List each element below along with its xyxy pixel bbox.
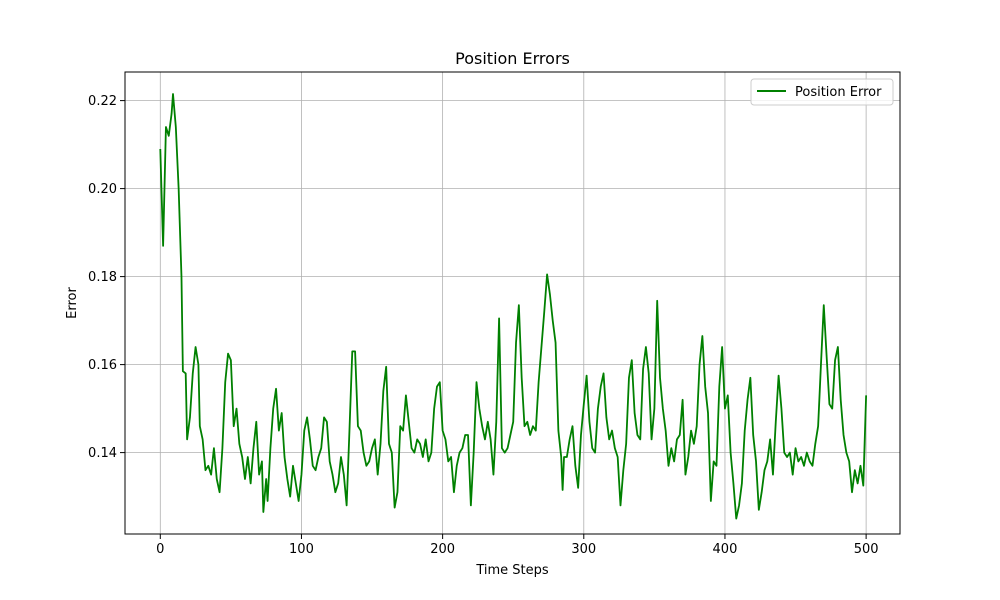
x-tick-label: 300 xyxy=(571,542,596,557)
x-tick-label: 400 xyxy=(713,542,738,557)
x-tick-label: 500 xyxy=(854,542,879,557)
legend-box xyxy=(750,78,894,106)
legend-label-position-error: Position Error xyxy=(795,85,882,100)
plot-lines xyxy=(159,93,868,520)
x-tick-label: 0 xyxy=(156,542,164,557)
series-line-position-error xyxy=(159,93,868,520)
y-axis-label: Error xyxy=(65,287,80,319)
x-tick-label: 100 xyxy=(289,542,314,557)
y-tick-label: 0.16 xyxy=(88,358,117,373)
y-tick-label: 0.22 xyxy=(88,94,117,109)
plot-area-frame xyxy=(124,71,901,535)
grid xyxy=(125,72,900,534)
y-tick-label: 0.14 xyxy=(88,446,117,461)
y-tick-label: 0.20 xyxy=(88,182,117,197)
x-tick-label: 200 xyxy=(430,542,455,557)
chart-title: Position Errors xyxy=(455,49,570,68)
axis-ticks: 0 100 200 300 400 500 0.14 0.16 0.18 0.20 0.22 xyxy=(88,94,878,557)
x-axis-label: Time Steps xyxy=(475,563,549,578)
legend: Position Error xyxy=(750,78,894,106)
y-tick-label: 0.18 xyxy=(88,270,117,285)
